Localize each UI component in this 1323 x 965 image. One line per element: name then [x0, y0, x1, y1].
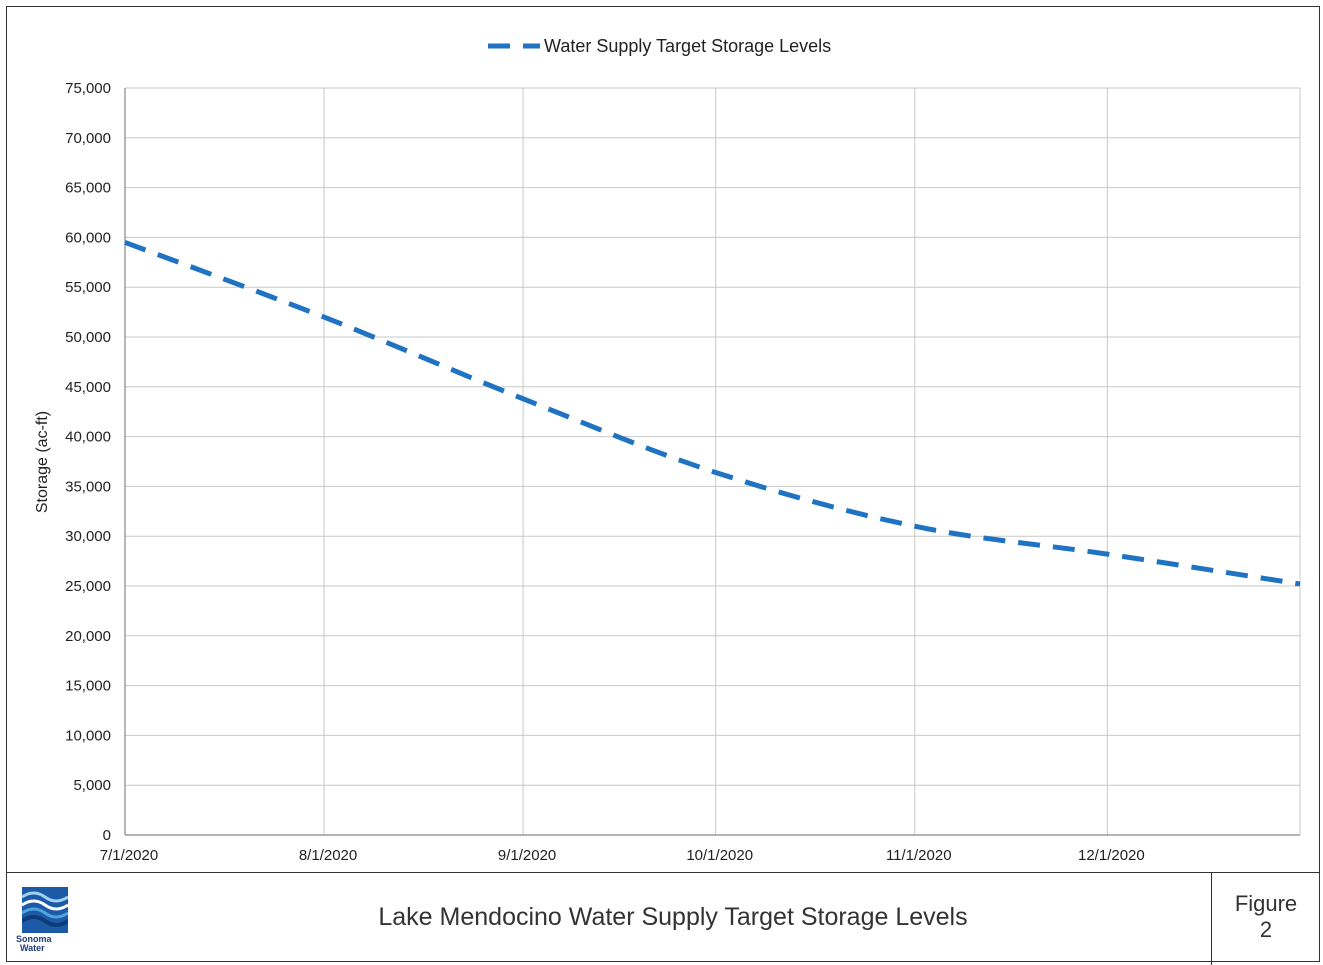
y-tick-label: 20,000: [65, 628, 111, 645]
x-tick-label: 12/1/2020: [1078, 847, 1145, 864]
chart-grid: [125, 88, 1300, 835]
x-tick-label: 7/1/2020: [100, 847, 158, 864]
logo-text: Sonoma Water: [16, 935, 76, 953]
x-tick-label: 11/1/2020: [886, 847, 952, 864]
y-axis-ticks: 0 5,000 10,000 15,000 20,000 25,000 30,000 35,0…: [65, 80, 111, 844]
y-tick-label: 10,000: [65, 727, 111, 744]
chart-axes: [125, 88, 1300, 835]
chart-series: [125, 242, 1300, 584]
y-tick-label: 55,000: [65, 279, 111, 296]
x-tick-label: 9/1/2020: [498, 847, 556, 864]
y-tick-label: 30,000: [65, 528, 111, 545]
x-tick-label: 10/1/2020: [686, 847, 753, 864]
y-tick-label: 45,000: [65, 379, 111, 396]
y-tick-label: 75,000: [65, 80, 111, 97]
wave-logo-icon: [22, 887, 68, 933]
figure-title: Lake Mendocino Water Supply Target Stora…: [256, 903, 1090, 932]
y-tick-label: 70,000: [65, 130, 111, 147]
y-tick-label: 65,000: [65, 180, 111, 197]
legend-label: Water Supply Target Storage Levels: [544, 36, 831, 56]
y-tick-label: 5,000: [73, 777, 111, 794]
x-axis-ticks: 7/1/2020 8/1/2020 9/1/2020 10/1/2020 11/1/20…: [100, 847, 1145, 864]
y-tick-label: 60,000: [65, 229, 111, 246]
y-tick-label: 50,000: [65, 329, 111, 346]
chart-legend: Water Supply Target Storage Levels: [488, 36, 831, 56]
y-tick-label: 0: [103, 827, 111, 844]
y-tick-label: 15,000: [65, 678, 111, 695]
y-axis-label: Storage (ac-ft): [34, 411, 51, 513]
figure-footer: Sonoma Water Lake Mendocino Water Supply…: [6, 872, 1320, 964]
y-tick-label: 25,000: [65, 578, 111, 595]
figure-label: Figure: [1212, 891, 1320, 917]
logo-text-line2: Water: [16, 943, 45, 953]
x-tick-label: 8/1/2020: [299, 847, 357, 864]
y-tick-label: 40,000: [65, 429, 111, 446]
figure-number-box: Figure 2: [1211, 873, 1320, 965]
chart: 0 5,000 10,000 15,000 20,000 25,000 30,000 35,0…: [0, 0, 1323, 872]
figure-number: 2: [1212, 917, 1320, 943]
series-line-0: [125, 242, 1300, 584]
y-tick-label: 35,000: [65, 478, 111, 495]
